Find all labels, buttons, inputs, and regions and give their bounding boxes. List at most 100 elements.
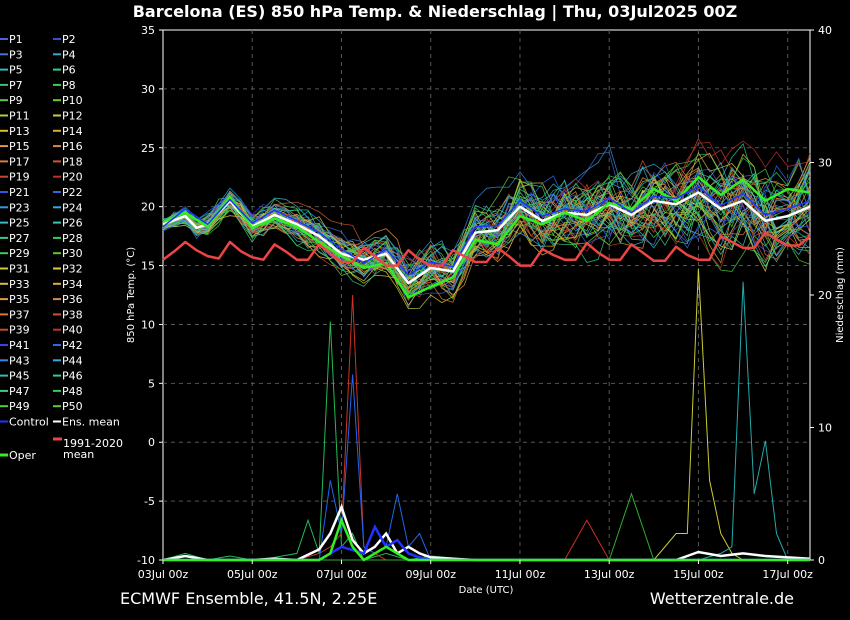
legend-label: P39 [9,324,30,337]
y-tick-label: 25 [141,142,155,155]
ensemble-member-line [162,177,811,300]
precip-line [163,492,810,561]
legend-label: P47 [9,385,30,398]
legend-label: P45 [9,370,30,383]
y-tick-label: 35 [141,24,155,37]
legend-label: P30 [62,247,83,260]
ensemble-member-line [162,152,811,289]
x-tick-label: 03Jul 00z [138,568,189,581]
legend-label: P8 [62,79,76,92]
grid [163,30,810,560]
precip-line [163,516,810,562]
legend-label: P9 [9,94,23,107]
legend-label: P46 [62,370,83,383]
legend-label: P28 [62,232,83,245]
precip-line [163,281,810,561]
legend-label: P50 [62,400,83,413]
y-tick-label: -5 [144,495,155,508]
legend-label: P41 [9,339,30,352]
legend-label: P10 [62,94,83,107]
x-tick-label: 11Jul 00z [495,568,546,581]
x-tick-label: 07Jul 00z [316,568,367,581]
x-tick-label: 17Jul 00z [762,568,813,581]
y-right-tick-label: 40 [818,24,832,37]
legend-label: P14 [62,125,83,138]
y-tick-label: -10 [137,554,155,567]
ensemble-member-line [163,157,811,296]
legend-label: P21 [9,186,30,199]
legend-label: Ens. mean [62,416,120,429]
legend-label: P11 [9,110,30,123]
legend-label: Oper [9,449,36,462]
precip-line [162,321,810,561]
ensemble-member-line [162,181,811,277]
y-tick-label: 10 [141,318,155,331]
chart-title: Barcelona (ES) 850 hPa Temp. & Niedersch… [133,2,738,22]
y-tick-label: 30 [141,83,155,96]
y-tick-label: 15 [141,260,155,273]
legend-label: P48 [62,385,83,398]
legend-label: P19 [9,171,30,184]
y-tick-label: 5 [148,377,155,390]
legend-label: P16 [62,140,83,153]
legend-label: P31 [9,263,30,276]
legend-label: P13 [9,125,30,138]
axes: -10 -5 0 5 10 15 20 25 30 35 0 10 20 30 40 03Jul 00z 05J… [137,24,832,581]
y-axis-right-label: Niederschlag (mm) [835,247,846,343]
legend-label: P12 [62,110,83,123]
legend-label: P18 [62,155,83,168]
legend-label: P42 [62,339,83,352]
y-right-tick-label: 0 [818,554,825,567]
legend-label: P24 [62,201,83,214]
legend-label: P32 [62,263,83,276]
precip-line [163,374,810,561]
legend-label: P29 [9,247,30,260]
x-tick-label: 09Jul 00z [405,568,456,581]
legend-label: P15 [9,140,30,153]
series-lines [162,175,811,299]
x-tick-label: 13Jul 00z [584,568,635,581]
ensemble-precipitation-members [162,268,811,562]
legend-label: P5 [9,64,23,77]
legend-label: P37 [9,308,30,321]
x-tick-label: 05Jul 00z [227,568,278,581]
x-axis-label: Date (UTC) [459,585,514,596]
series-line [162,185,811,276]
legend-label: P43 [9,354,30,367]
legend-label: P35 [9,293,30,306]
legend-label: P40 [62,324,83,337]
legend-label: Control [9,416,49,429]
series-line [162,175,811,299]
plot-frame [162,29,811,561]
ensemble-member-line [162,171,811,290]
legend-label: 1991-2020 mean [63,437,123,461]
legend-label: P4 [62,48,76,61]
y-right-tick-label: 30 [818,157,832,170]
x-tick-label: 15Jul 00z [673,568,724,581]
y-tick-label: 20 [141,201,155,214]
y-axis-left-label: 850 hPa Temp. (°C) [126,247,137,343]
legend-label: P23 [9,201,30,214]
legend-label: P22 [62,186,83,199]
legend-label: P25 [9,217,30,230]
legend-label: P26 [62,217,83,230]
precip-line [163,268,810,561]
legend-label: P36 [62,293,83,306]
ensemble-member-line [162,183,811,294]
legend-label: P44 [62,354,83,367]
ensemble-member-line [162,177,811,293]
legend-label: P38 [62,308,83,321]
legend-label: P1 [9,33,23,46]
legend-label: P33 [9,278,30,291]
legend-label: P17 [9,155,30,168]
precip-line [162,503,811,562]
y-right-tick-label: 20 [818,289,832,302]
y-right-tick-label: 10 [818,422,832,435]
ensemble-member-line [162,189,811,285]
ensemble-member-line [162,140,811,283]
legend-label: P7 [9,79,23,92]
ensemble-member-line [162,157,811,283]
legend-label: P20 [62,171,83,184]
legend-label: P3 [9,48,23,61]
legend-label: P27 [9,232,30,245]
